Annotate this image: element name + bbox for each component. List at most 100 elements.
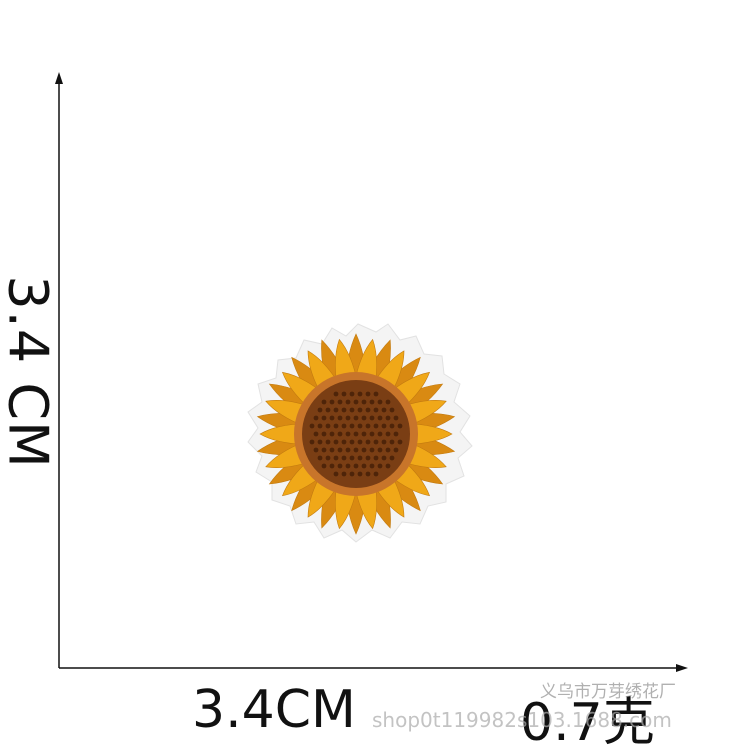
seed — [357, 407, 363, 413]
seed — [393, 415, 399, 421]
seed — [321, 431, 327, 437]
seed — [349, 455, 355, 461]
seed — [397, 439, 403, 445]
width-dimension-label: 3.4CM — [192, 680, 356, 740]
seed — [341, 391, 347, 397]
seed — [369, 463, 375, 469]
height-dimension-label: 3.4 CM — [0, 275, 60, 469]
seed — [345, 463, 351, 469]
seed — [349, 471, 355, 477]
seed — [353, 399, 359, 405]
seed — [373, 407, 379, 413]
seed — [357, 471, 363, 477]
seed — [385, 463, 391, 469]
seed — [381, 407, 387, 413]
seed — [333, 455, 339, 461]
seed-texture — [309, 391, 403, 477]
seed — [365, 471, 371, 477]
seed — [325, 455, 331, 461]
seed — [333, 407, 339, 413]
seed — [385, 415, 391, 421]
seed — [377, 463, 383, 469]
seed — [353, 463, 359, 469]
seed — [317, 407, 323, 413]
seed — [341, 471, 347, 477]
seed — [337, 415, 343, 421]
seed — [345, 415, 351, 421]
seed — [389, 455, 395, 461]
seed — [353, 447, 359, 453]
seed — [381, 439, 387, 445]
seed — [361, 415, 367, 421]
seed — [329, 431, 335, 437]
seed — [341, 455, 347, 461]
seed — [325, 439, 331, 445]
seed — [337, 431, 343, 437]
seed — [337, 447, 343, 453]
seed — [345, 399, 351, 405]
seed — [337, 399, 343, 405]
seed — [393, 431, 399, 437]
seed — [377, 415, 383, 421]
seed — [369, 431, 375, 437]
seed — [309, 439, 315, 445]
seed — [329, 399, 335, 405]
seed — [357, 391, 363, 397]
watermark-supplier: 义乌市万芽绣花厂 — [540, 682, 676, 702]
seed — [341, 423, 347, 429]
seed — [317, 455, 323, 461]
seed — [349, 439, 355, 445]
seed — [397, 423, 403, 429]
seed — [321, 399, 327, 405]
seed — [349, 407, 355, 413]
seed — [325, 423, 331, 429]
seed — [369, 399, 375, 405]
seed — [333, 423, 339, 429]
vertical-arrowhead — [55, 72, 63, 84]
seed — [389, 407, 395, 413]
seed — [361, 447, 367, 453]
seed — [377, 399, 383, 405]
seed — [313, 447, 319, 453]
seed — [317, 423, 323, 429]
sunflower-patch-icon — [247, 323, 473, 543]
seed — [361, 399, 367, 405]
seed — [389, 423, 395, 429]
seed — [381, 455, 387, 461]
seed — [373, 439, 379, 445]
seed — [369, 415, 375, 421]
seed — [313, 415, 319, 421]
seed — [341, 439, 347, 445]
horizontal-arrowhead — [676, 664, 688, 672]
seed — [373, 423, 379, 429]
seed — [369, 447, 375, 453]
weight-label: 0.7克 — [520, 693, 655, 753]
seed — [365, 423, 371, 429]
seed — [329, 415, 335, 421]
seed — [329, 447, 335, 453]
seed — [353, 431, 359, 437]
seed — [389, 439, 395, 445]
seed — [333, 471, 339, 477]
seed — [337, 463, 343, 469]
seed — [357, 455, 363, 461]
seed — [373, 471, 379, 477]
seed — [333, 439, 339, 445]
watermark-url: shop0t119982s103.1688.com — [372, 708, 672, 732]
seed — [333, 391, 339, 397]
seed — [349, 391, 355, 397]
seed — [321, 447, 327, 453]
seed — [365, 455, 371, 461]
seed — [317, 439, 323, 445]
seed — [381, 423, 387, 429]
seed — [377, 431, 383, 437]
seed — [341, 407, 347, 413]
seed — [365, 439, 371, 445]
seed — [385, 447, 391, 453]
seed — [357, 439, 363, 445]
seed — [361, 463, 367, 469]
seed — [345, 447, 351, 453]
seed — [349, 423, 355, 429]
seed — [357, 423, 363, 429]
